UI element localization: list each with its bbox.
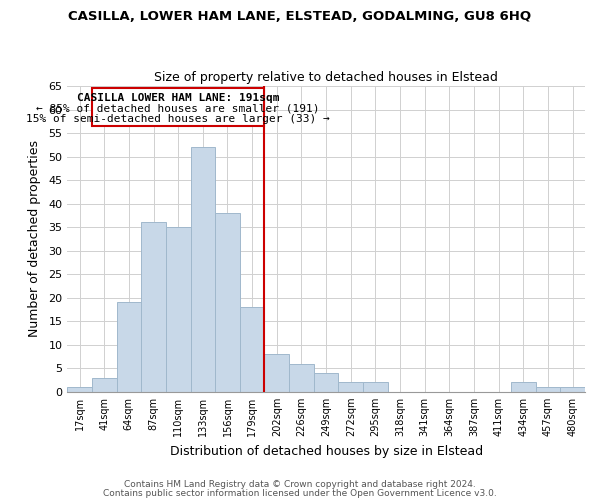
Text: CASILLA, LOWER HAM LANE, ELSTEAD, GODALMING, GU8 6HQ: CASILLA, LOWER HAM LANE, ELSTEAD, GODALM…	[68, 10, 532, 23]
Text: ← 85% of detached houses are smaller (191): ← 85% of detached houses are smaller (19…	[37, 104, 320, 114]
Bar	[363, 382, 388, 392]
Bar	[338, 382, 363, 392]
Bar	[536, 387, 560, 392]
Bar	[141, 222, 166, 392]
X-axis label: Distribution of detached houses by size in Elstead: Distribution of detached houses by size …	[170, 444, 482, 458]
Bar	[560, 387, 585, 392]
Bar	[314, 373, 338, 392]
Y-axis label: Number of detached properties: Number of detached properties	[28, 140, 41, 338]
Bar	[92, 378, 116, 392]
Text: Contains public sector information licensed under the Open Government Licence v3: Contains public sector information licen…	[103, 490, 497, 498]
Bar	[116, 302, 141, 392]
Bar	[240, 307, 265, 392]
Bar	[265, 354, 289, 392]
Bar	[215, 213, 240, 392]
Bar	[289, 364, 314, 392]
Text: CASILLA LOWER HAM LANE: 191sqm: CASILLA LOWER HAM LANE: 191sqm	[77, 93, 280, 103]
Text: Contains HM Land Registry data © Crown copyright and database right 2024.: Contains HM Land Registry data © Crown c…	[124, 480, 476, 489]
Bar	[166, 227, 191, 392]
Bar	[92, 88, 265, 126]
Bar	[191, 147, 215, 392]
Title: Size of property relative to detached houses in Elstead: Size of property relative to detached ho…	[154, 70, 498, 84]
Text: 15% of semi-detached houses are larger (33) →: 15% of semi-detached houses are larger (…	[26, 114, 330, 124]
Bar	[511, 382, 536, 392]
Bar	[67, 387, 92, 392]
